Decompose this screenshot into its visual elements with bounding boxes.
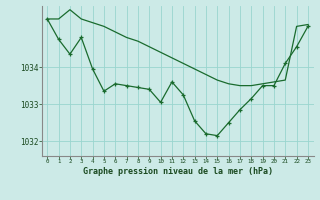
X-axis label: Graphe pression niveau de la mer (hPa): Graphe pression niveau de la mer (hPa) (83, 167, 273, 176)
